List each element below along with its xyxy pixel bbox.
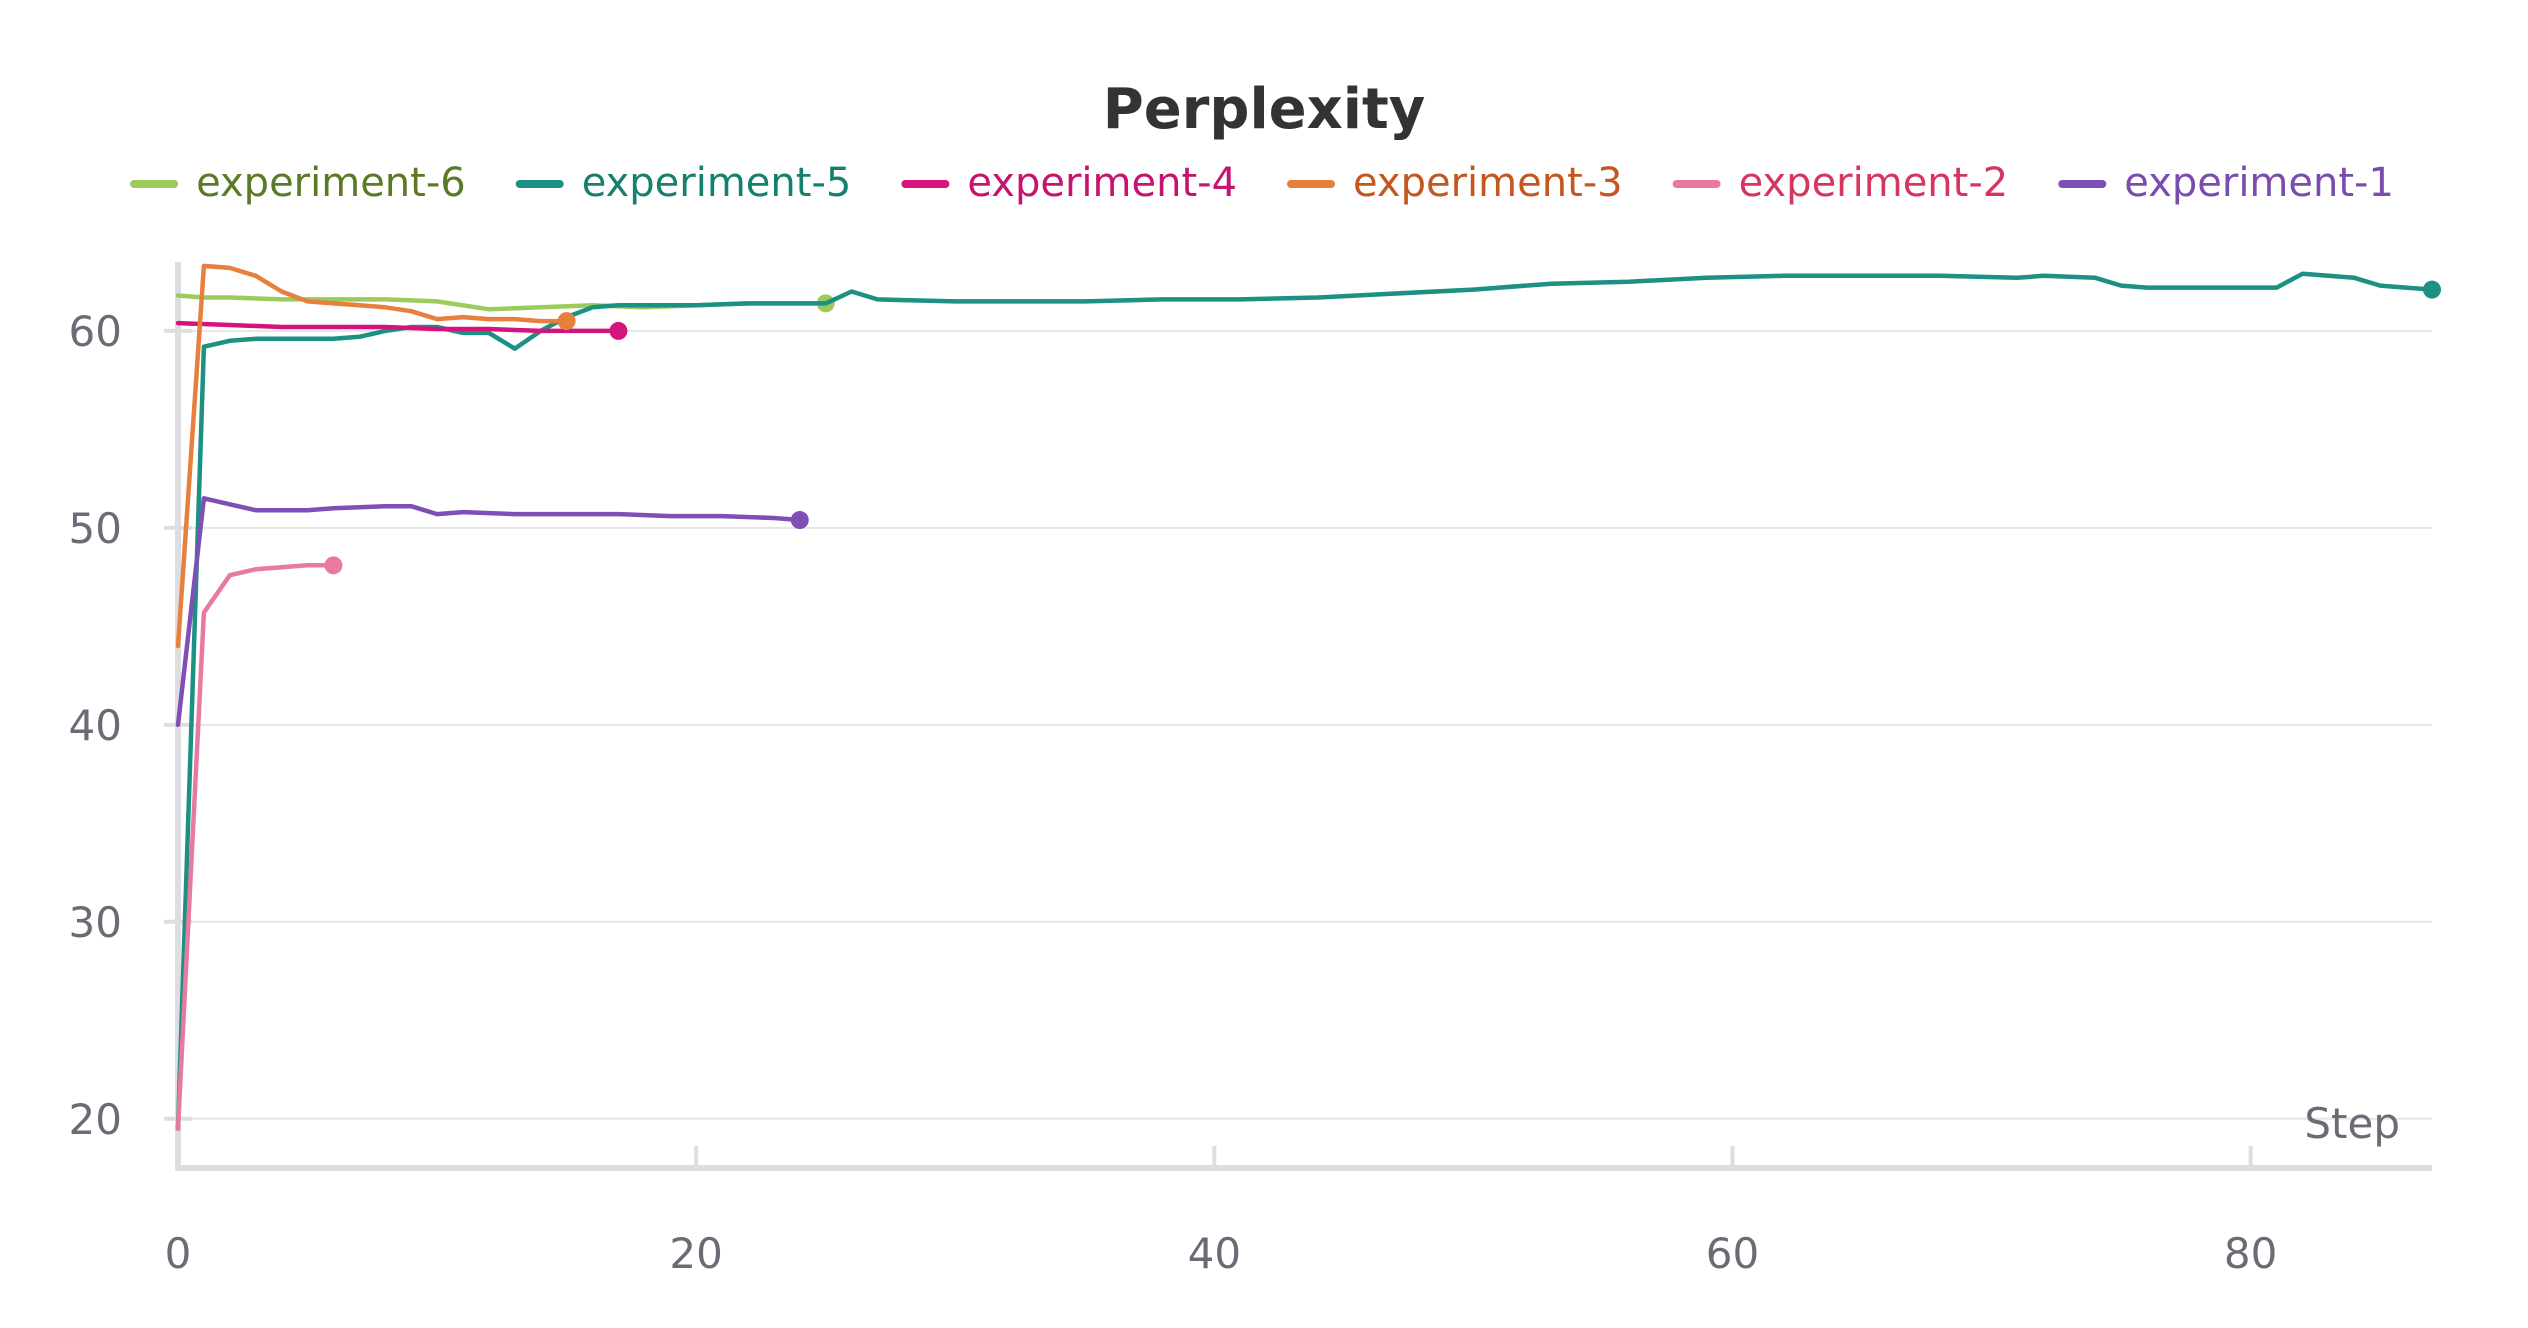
legend-label-experiment-4: experiment-4: [967, 160, 1237, 206]
y-tick-label-60: 60: [69, 307, 122, 356]
series-line-experiment-4: [175, 320, 621, 334]
legend: experiment-6 experiment-5 experiment-4 expe…: [130, 160, 2394, 206]
legend-label-experiment-2: experiment-2: [1739, 160, 2009, 206]
series-end-point-experiment-1: [790, 511, 809, 530]
x-axis-label: Step: [2304, 1099, 2400, 1148]
y-tick-label-30: 30: [69, 898, 122, 947]
legend-label-experiment-5: experiment-5: [582, 160, 852, 206]
legend-item-experiment-4[interactable]: experiment-4: [901, 160, 1237, 206]
x-tick-label-0: 0: [165, 1229, 192, 1278]
chart-title: Perplexity: [1103, 77, 1426, 142]
series-end-point-experiment-3: [557, 312, 576, 331]
legend-item-experiment-3[interactable]: experiment-3: [1287, 160, 1623, 206]
legend-item-experiment-6[interactable]: experiment-6: [130, 160, 466, 206]
series-line-experiment-5: [175, 271, 2435, 1131]
x-tick-label-40: 40: [1188, 1229, 1241, 1278]
x-tick-label-20: 20: [669, 1229, 722, 1278]
y-tick-label-50: 50: [69, 504, 122, 553]
x-tick-label-60: 60: [1706, 1229, 1759, 1278]
legend-label-experiment-6: experiment-6: [196, 160, 466, 206]
y-tick-label-20: 20: [69, 1095, 122, 1144]
y-tick-label-40: 40: [69, 701, 122, 750]
axes: 20 30 40 50 60 0 20 40 60 80: [69, 262, 2432, 1278]
series-line-experiment-3: [175, 263, 569, 649]
legend-item-experiment-1[interactable]: experiment-1: [2058, 160, 2394, 206]
legend-item-experiment-5[interactable]: experiment-5: [515, 160, 852, 206]
grid: [178, 329, 2432, 1120]
series-end-point-experiment-4: [609, 321, 628, 340]
series-line-experiment-1: [175, 496, 803, 728]
series-end-point-experiment-5: [2423, 280, 2441, 299]
series-line-experiment-2: [175, 563, 336, 1131]
series-end-point-experiment-2: [324, 556, 343, 575]
legend-item-experiment-2[interactable]: experiment-2: [1672, 160, 2009, 206]
legend-label-experiment-1: experiment-1: [2124, 160, 2394, 206]
x-tick-label-80: 80: [2224, 1229, 2277, 1278]
legend-label-experiment-3: experiment-3: [1353, 160, 1623, 206]
series-layer: [175, 263, 2441, 1131]
